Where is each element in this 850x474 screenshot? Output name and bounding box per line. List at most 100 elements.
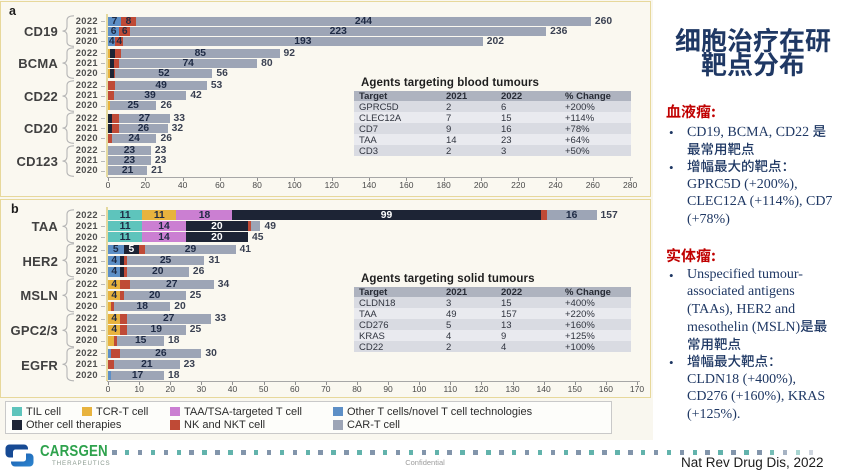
solid-bullet-2-line-3: CD276 (+160%), KRAS xyxy=(687,389,826,405)
bar-total: 26 xyxy=(192,266,205,278)
segment-cart xyxy=(251,221,261,231)
segment-nk xyxy=(113,58,120,68)
legend-swatch-otherCell xyxy=(12,420,22,430)
target-label: HER2 xyxy=(22,253,58,269)
segment-value: 20 xyxy=(211,231,223,243)
x-tick-label: 40 xyxy=(177,179,188,190)
x-tick-label: 60 xyxy=(215,179,225,190)
segment-value: 74 xyxy=(182,57,194,69)
footer-dot xyxy=(344,450,349,455)
group-brace xyxy=(62,47,75,80)
footer-dot xyxy=(370,450,375,455)
footer-dot xyxy=(486,450,491,455)
table-row: CD22 2 4 +100% xyxy=(354,341,631,352)
segment-otherCell xyxy=(109,48,116,58)
segment-til xyxy=(108,210,143,220)
table-cell: +125% xyxy=(565,330,595,342)
x-tick xyxy=(170,382,172,386)
bar-total: 30 xyxy=(205,347,217,359)
target-label: CD22 xyxy=(23,88,58,104)
segment-value: 6 xyxy=(110,25,117,37)
segment-value: 15 xyxy=(134,335,147,347)
panel-a-letter: a xyxy=(9,4,16,18)
footer-dot xyxy=(305,450,310,455)
bar-BCMA-2022: 85 92 xyxy=(108,48,295,59)
segment-value: 20 xyxy=(211,220,223,232)
x-tick xyxy=(182,177,184,181)
year-tick xyxy=(100,170,105,172)
target-label: GPC2/3 xyxy=(10,322,58,338)
blood-bullet-2-line-1 xyxy=(687,159,786,173)
segment-tcr xyxy=(108,314,121,324)
target-label: CD123 xyxy=(16,153,58,169)
x-tick-label: 70 xyxy=(321,384,331,395)
footer-dot xyxy=(615,450,620,455)
segment-cart xyxy=(114,359,180,370)
footer-dot xyxy=(241,450,246,455)
table-cell: 2 xyxy=(446,102,452,114)
right-text-panel xyxy=(653,0,850,474)
footer-dot xyxy=(266,450,272,455)
x-tick-label: 80 xyxy=(252,179,262,190)
table-header-row: Target 2021 2022 % Change xyxy=(354,90,631,102)
year-tick xyxy=(100,118,105,120)
footer-dot xyxy=(331,450,336,455)
year-label: 2020 xyxy=(75,165,98,176)
table-cell: CD22 xyxy=(359,341,384,353)
x-tick-label: 140 xyxy=(536,384,551,395)
segment-otherT xyxy=(108,244,124,255)
x-tick xyxy=(406,177,408,181)
x-tick xyxy=(232,382,234,386)
table-row: TAA 49 157 +220% xyxy=(354,308,631,320)
x-tick xyxy=(605,382,607,386)
segment-value: 21 xyxy=(141,359,153,370)
bar-HER2-2020: 4 20 26 xyxy=(108,266,204,277)
table-cell: 15 xyxy=(501,112,512,124)
bar-total: 18 xyxy=(168,335,180,347)
x-tick xyxy=(419,382,421,386)
table-cell: 15 xyxy=(501,298,512,310)
x-tick-label: 0 xyxy=(105,384,111,395)
year-tick xyxy=(100,215,105,217)
legend-swatch-tcr xyxy=(82,406,92,416)
bullet-dot: • xyxy=(669,160,674,175)
year-tick xyxy=(100,138,105,140)
segment-nk xyxy=(120,279,130,289)
bar-total: 25 xyxy=(189,289,202,301)
segment-otherCell xyxy=(120,267,124,277)
x-tick xyxy=(201,382,203,386)
table-cell: 49 xyxy=(446,308,457,320)
year-label: 2022 xyxy=(75,15,98,26)
footer-dot xyxy=(576,450,581,455)
segment-value: 23 xyxy=(123,155,136,167)
table-row: TAA 14 23 +64% xyxy=(354,134,631,145)
segment-otherCell xyxy=(232,210,541,220)
bar-total: 236 xyxy=(550,25,568,37)
year-label: 2021 xyxy=(75,90,98,101)
segment-cart xyxy=(120,348,202,359)
bar-TAA-2022: 11 11 18 99 16 157 xyxy=(108,210,618,220)
bar-CD123-2022: 23 23 xyxy=(108,145,166,156)
x-tick-label: 90 xyxy=(383,384,393,395)
table-cell: 5 xyxy=(446,319,452,331)
logo-name: CARSGEN xyxy=(40,443,108,460)
year-tick xyxy=(100,160,105,162)
table-row: GPRC5D 2 6 +200% xyxy=(354,101,631,114)
segment-value: 4 xyxy=(111,278,118,290)
bar-total: 18 xyxy=(168,370,180,382)
segment-nk xyxy=(114,336,118,346)
year-tick xyxy=(100,329,105,331)
segment-nk xyxy=(120,325,127,335)
year-label: 2021 xyxy=(75,220,98,231)
bar-CD19-2022: 7 8 244 260 xyxy=(108,16,612,26)
table-cell: 16 xyxy=(501,123,512,135)
year-tick xyxy=(100,41,105,43)
x-tick-label: 50 xyxy=(258,384,269,395)
footer-dot xyxy=(589,450,594,455)
legend-label: TCR-T cell xyxy=(96,405,149,418)
logo-subtitle: THERAPEUTICS xyxy=(52,459,111,467)
x-tick xyxy=(356,382,358,386)
segment-tcr xyxy=(142,210,177,220)
bar-total: 157 xyxy=(600,209,618,221)
footer-dot xyxy=(550,450,556,455)
